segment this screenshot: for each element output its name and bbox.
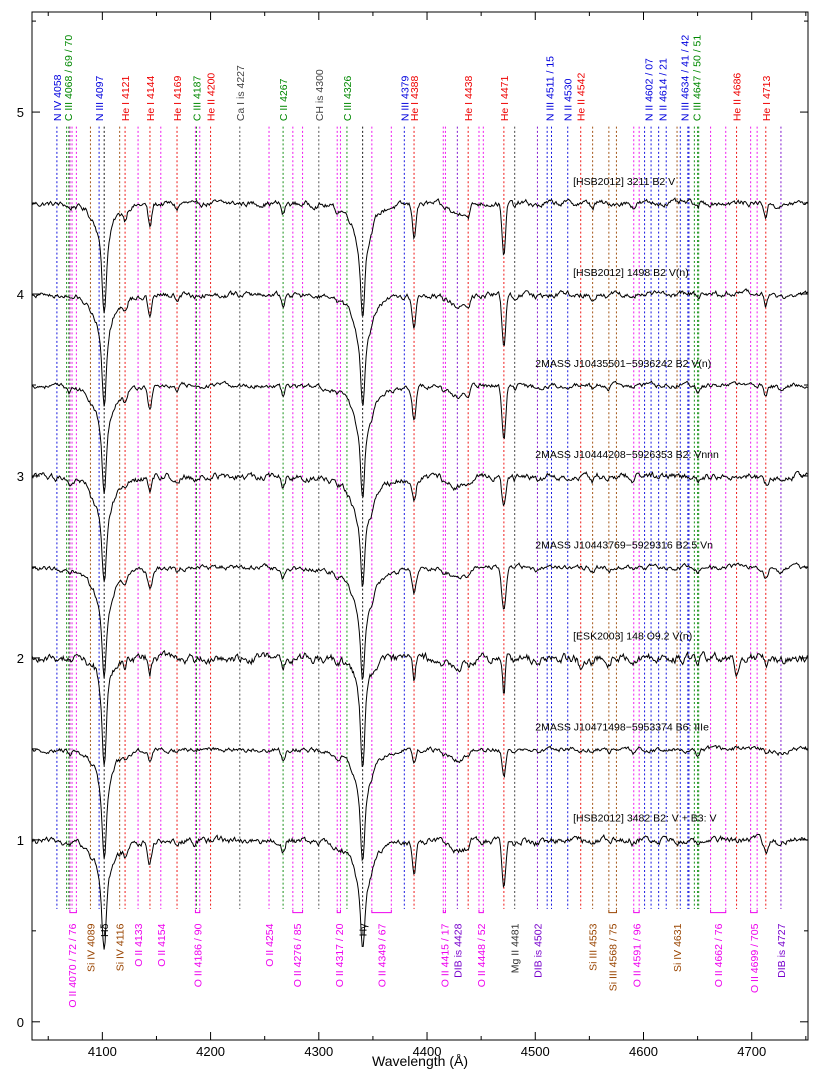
bottom-label-o-ii-4276-85: O II 4276 / 85	[292, 923, 304, 987]
y-tick-label-4: 4	[17, 287, 24, 302]
bottom-label-o-ii-4186-90: O II 4186 / 90	[193, 923, 205, 987]
series-label-6: [ESK2003] 148 O9.2 V(n)	[573, 631, 692, 643]
bottom-label-o-ii-4662-76: O II 4662 / 76	[713, 923, 725, 987]
top-label-c-iii-4326: C III 4326	[342, 75, 354, 121]
bottom-label-o-ii-4591-96: O II 4591 / 96	[631, 923, 643, 987]
top-label-n-iv-4058: N IV 4058	[52, 74, 64, 121]
top-label-n-iii-4511-15: N III 4511 / 15	[544, 56, 556, 121]
bottom-line-labels: O II 4070 / 72 / 76 Si IV 4089 Hδ Si IV 411…	[67, 909, 788, 1008]
bracket-o-ii-4448-52	[478, 909, 484, 914]
top-label-he-i-4388: He I 4388	[409, 75, 421, 121]
y-tick-label-2: 2	[17, 651, 24, 666]
x-axis-label: Wavelength (Å)	[372, 1053, 468, 1069]
bracket-o-ii-4186-90	[194, 909, 201, 914]
spectrum-6	[31, 649, 808, 768]
bottom-label-dib-is-4502: DIB is 4502	[532, 923, 544, 977]
series-label-7: 2MASS J10471498−5953374 B6: IIIe	[535, 722, 709, 734]
bottom-label-si-iv-4089: Si IV 4089	[85, 923, 97, 972]
top-line-labels: N IV 4058 C III 4068 / 69 / 70 N III 4097 H…	[52, 35, 773, 122]
top-label-he-i-4471: He I 4471	[499, 75, 511, 121]
series-label-8: [HSB2012] 3482 B2: V + B3: V	[573, 813, 716, 825]
bottom-label-h: Hδ	[99, 923, 111, 937]
top-label-he-i-4713: He I 4713	[761, 75, 773, 121]
top-label-he-i-4144: He I 4144	[145, 75, 157, 121]
top-label-n-ii-4614-21: N II 4614 / 21	[657, 58, 669, 121]
bracket-o-ii-4662-76	[710, 909, 727, 914]
y-tick-label-0: 0	[17, 1015, 24, 1030]
x-tick-label-4600: 4600	[629, 1044, 658, 1059]
series-label-4: 2MASS J10444208−5926353 B2: Vnnn	[535, 449, 719, 461]
bottom-label-dib-is-4727: DIB is 4727	[776, 923, 788, 977]
top-label-c-iii-4647-50-51: C III 4647 / 50 / 51	[692, 35, 704, 122]
bottom-label-si-iv-4631: Si IV 4631	[672, 923, 684, 972]
spectrum-2	[31, 288, 808, 407]
top-label-he-ii-4542: He II 4542	[576, 73, 588, 122]
x-tick-label-4700: 4700	[737, 1044, 766, 1059]
bracket-o-ii-4415-17	[442, 909, 446, 914]
bracket-o-ii-4349-67	[371, 909, 392, 914]
x-tick-label-4200: 4200	[196, 1044, 225, 1059]
plot-frame	[31, 11, 809, 1041]
series-label-3: 2MASS J10435501−5936242 B2 V(n)	[535, 358, 711, 370]
top-label-n-ii-4530: N II 4530	[563, 78, 575, 121]
bottom-label-o-ii-4415-17: O II 4415 / 17	[439, 923, 451, 987]
bottom-label-o-ii-4133: O II 4133	[133, 923, 145, 966]
top-label-ca-i-is-4227: Ca I is 4227	[235, 65, 247, 121]
top-label-n-ii-4602-07: N II 4602 / 07	[643, 58, 655, 121]
top-label-n-iii-4097: N III 4097	[94, 75, 106, 121]
spectrum-7	[31, 744, 808, 862]
bottom-label-si-iii-4568-75: Si III 4568 / 75	[608, 923, 620, 991]
top-label-he-ii-4686: He II 4686	[732, 73, 744, 122]
spectrum-8	[31, 833, 808, 950]
spectrum-5	[31, 562, 808, 680]
spectrum-1	[31, 197, 808, 316]
bracket-o-ii-4276-85	[292, 909, 304, 914]
top-label-he-i-4169: He I 4169	[172, 75, 184, 121]
bottom-label-o-ii-4254: O II 4254	[264, 923, 276, 966]
top-label-c-iii-4187: C III 4187	[192, 75, 204, 121]
y-tick-label-5: 5	[17, 105, 24, 120]
bottom-label-o-ii-4699-705: O II 4699 / 705	[749, 923, 761, 993]
bottom-label-o-ii-4070-72-76: O II 4070 / 72 / 76	[67, 923, 79, 1007]
top-label-he-ii-4200: He II 4200	[206, 73, 218, 122]
x-tick-label-4500: 4500	[521, 1044, 550, 1059]
bottom-label-o-ii-4448-52: O II 4448 / 52	[476, 923, 488, 987]
bottom-label-o-ii-4154: O II 4154	[156, 923, 168, 966]
bracket-si-iii-4568-75	[608, 909, 617, 914]
y-tick-label-3: 3	[17, 469, 24, 484]
spectrum-4	[31, 470, 808, 587]
x-tick-label-4300: 4300	[304, 1044, 333, 1059]
x-tick-label-4100: 4100	[88, 1044, 117, 1059]
bracket-o-ii-4317-20	[336, 909, 341, 914]
y-tick-label-1: 1	[17, 833, 24, 848]
x-tick-label-4400: 4400	[413, 1044, 442, 1059]
bottom-label-h: Hγ	[358, 923, 370, 937]
top-label-n-iii-4634-41-42: N III 4634 / 41 / 42	[680, 35, 692, 122]
spectrum-3	[31, 380, 808, 498]
top-label-n-iii-4379: N III 4379	[399, 75, 411, 121]
bottom-label-mg-ii-4481: Mg II 4481	[510, 923, 522, 973]
spectra-series	[31, 197, 808, 950]
top-label-he-i-4121: He I 4121	[120, 75, 132, 121]
top-label-ch-is-4300: CH is 4300	[314, 69, 326, 121]
top-label-he-i-4438: He I 4438	[463, 75, 475, 121]
line-marks	[56, 126, 782, 909]
series-label-5: 2MASS J10443769−5929316 B2.5 Vn	[535, 540, 713, 552]
bracket-o-ii-4591-96	[633, 909, 640, 914]
series-label-2: [HSB2012] 1498 B2 V(n)	[573, 267, 689, 279]
axes: 4100 4200 4300 4400 4500 4600 4700 0 1 2 3 4 5	[17, 12, 808, 1059]
top-label-c-ii-4267: C II 4267	[278, 78, 290, 121]
bottom-label-o-ii-4317-20: O II 4317 / 20	[334, 923, 346, 987]
bottom-label-o-ii-4349-67: O II 4349 / 67	[377, 923, 389, 987]
bottom-label-si-iii-4553: Si III 4553	[588, 923, 600, 970]
bracket-o-ii-4699-705	[750, 909, 758, 914]
bottom-label-si-iv-4116: Si IV 4116	[115, 923, 127, 971]
bottom-label-dib-is-4428: DIB is 4428	[452, 923, 464, 977]
bracket-o-ii-4070-72-76	[69, 909, 77, 914]
series-labels: [HSB2012] 3211 B2 V [HSB2012] 1498 B2 V(n…	[535, 176, 719, 825]
series-label-1: [HSB2012] 3211 B2 V	[573, 176, 675, 188]
top-label-c-iii-4068-69-70: C III 4068 / 69 / 70	[63, 35, 75, 122]
